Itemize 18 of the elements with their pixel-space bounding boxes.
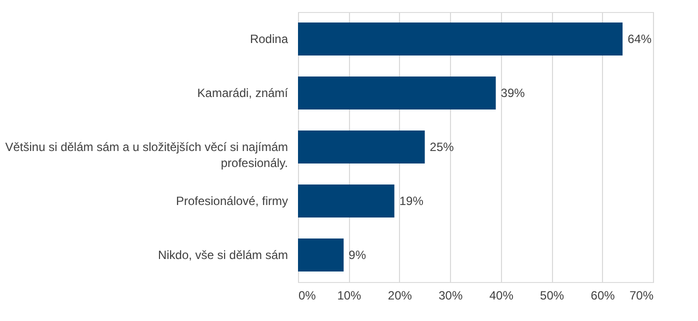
x-tick-label: 30% <box>438 288 463 302</box>
x-tick-label: 70% <box>629 288 654 302</box>
y-tick-label: Profesionálové, firmy <box>176 194 288 208</box>
y-tick-label: Rodina <box>250 32 288 46</box>
data-label: 19% <box>399 194 424 208</box>
data-label: 9% <box>348 248 366 262</box>
data-label: 25% <box>430 140 454 154</box>
x-tick-label: 40% <box>489 288 514 302</box>
y-tick-label: Nikdo, vše si dělám sám <box>158 248 288 262</box>
x-tick-label: 0% <box>298 288 316 302</box>
x-tick-label: 60% <box>590 288 616 302</box>
x-tick-label: 50% <box>540 288 564 302</box>
y-tick-label: Většinu si dělám sám a u složitějších věcí si najímám profesionály. <box>5 140 288 170</box>
data-label: 64% <box>628 32 652 46</box>
x-tick-label: 20% <box>388 288 412 302</box>
y-tick-label: Kamarádi, známí <box>197 86 289 100</box>
data-label: 39% <box>500 86 526 100</box>
x-tick-label: 10% <box>337 288 362 302</box>
